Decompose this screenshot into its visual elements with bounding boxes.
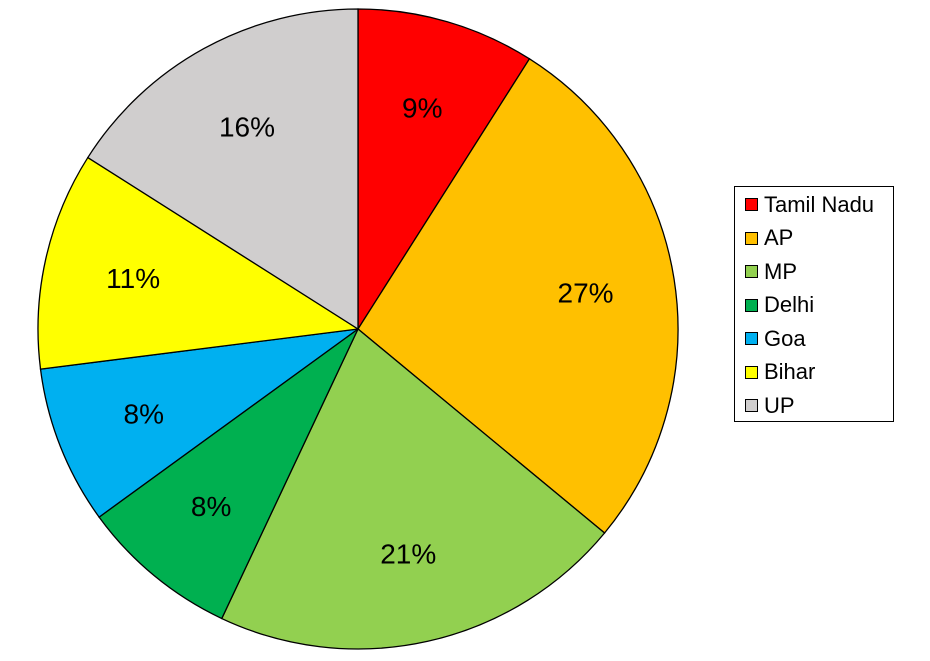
legend-swatch: [745, 365, 758, 379]
legend-swatch: [745, 399, 758, 413]
pie-slice-tamil-nadu: [357, 8, 531, 332]
legend-label: MP: [764, 258, 797, 284]
legend-label: Bihar: [764, 359, 816, 385]
pie-slice-ap: [357, 57, 679, 534]
data-label-delhi: 8%: [191, 491, 231, 522]
pie-slice-up: [86, 8, 359, 331]
legend-item-goa: Goa: [735, 322, 893, 356]
pie-slice-delhi: [98, 328, 359, 620]
legend-item-delhi: Delhi: [735, 289, 893, 323]
legend-swatch: [745, 298, 758, 312]
data-label-goa: 8%: [124, 398, 164, 429]
legend-item-ap: AP: [735, 222, 893, 256]
pie-slice-bihar: [37, 156, 360, 370]
legend-label: Delhi: [764, 292, 815, 318]
legend-swatch: [745, 265, 758, 279]
data-label-ap: 27%: [558, 277, 614, 308]
legend-item-bihar: Bihar: [735, 356, 893, 390]
legend: Tamil Nadu AP MP Delhi Goa Bihar UP: [734, 186, 894, 422]
legend-label: Tamil Nadu: [764, 191, 875, 217]
pie-slice-goa: [39, 328, 359, 518]
pie-labels: 9% 27% 21% 8% 8% 11% 16%: [106, 92, 613, 569]
legend-item-up: UP: [735, 389, 893, 423]
legend-label: UP: [764, 392, 795, 418]
data-label-mp: 21%: [380, 538, 436, 569]
data-label-tamil-nadu: 9%: [402, 92, 442, 123]
legend-swatch: [745, 198, 758, 212]
data-label-up: 16%: [219, 112, 275, 143]
legend-label: AP: [764, 225, 794, 251]
pie-slices: [37, 8, 679, 650]
data-label-bihar: 11%: [106, 263, 160, 294]
pie-slice-mp: [220, 327, 606, 650]
legend-item-mp: MP: [735, 255, 893, 289]
legend-swatch: [745, 332, 758, 346]
legend-item-tamil-nadu: Tamil Nadu: [735, 188, 893, 222]
legend-label: Goa: [764, 325, 806, 351]
legend-swatch: [745, 231, 758, 245]
